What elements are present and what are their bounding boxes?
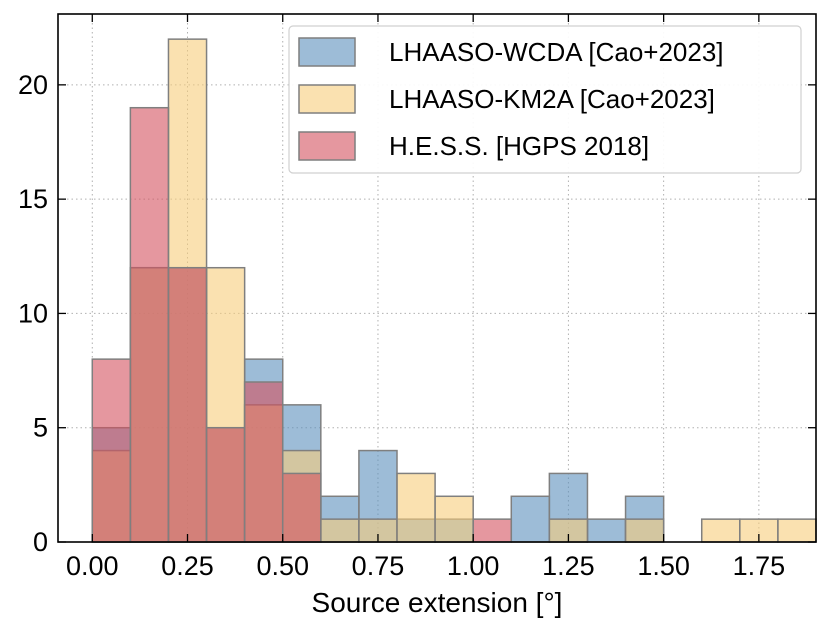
plot-frame <box>57 13 817 543</box>
y-tick-label: 5 <box>33 413 48 443</box>
bar-series-2-bin-8 <box>396 472 436 543</box>
bar-series-2-bin-14 <box>624 518 665 543</box>
bar-series-3-bin-10 <box>472 518 513 543</box>
x-tick-label: 0.50 <box>256 551 309 581</box>
legend-box <box>288 25 802 174</box>
bar-series-3-bin-3 <box>205 426 246 543</box>
x-tick-label: 0.75 <box>352 551 405 581</box>
x-tick-label: 0.25 <box>161 551 214 581</box>
x-axis-title: Source extension [°] <box>312 587 563 618</box>
axis-ticks: 0.00 0.25 0.50 0.75 1.00 1.25 1.50 1.75 0 5 10 15 20 <box>18 14 816 581</box>
legend: LHAASO-WCDA [Cao+2023] LHAASO-KM2A [Cao+2… <box>288 25 802 174</box>
bar-series-2-bin-9 <box>434 495 474 543</box>
legend-swatch <box>298 84 356 114</box>
bar-series-3-bin-4 <box>243 381 284 543</box>
legend-label: LHAASO-KM2A [Cao+2023] <box>389 84 715 114</box>
x-tick-label: 0.00 <box>66 551 119 581</box>
bar-series-2-bin-18 <box>777 518 817 543</box>
legend-label: LHAASO-WCDA [Cao+2023] <box>389 37 724 67</box>
bar-series-3-bin-0 <box>91 358 132 543</box>
bar-series-3-bin-5 <box>281 472 322 543</box>
bar-series-1-bin-11 <box>510 495 551 543</box>
x-tick-label: 1.25 <box>542 551 595 581</box>
x-tick-label: 1.75 <box>733 551 786 581</box>
y-tick-label: 10 <box>18 298 48 328</box>
bar-series-2-bin-16 <box>700 518 741 543</box>
x-tick-label: 1.50 <box>637 551 690 581</box>
y-tick-label: 0 <box>33 527 48 557</box>
y-tick-label: 20 <box>18 70 48 100</box>
histogram-bars <box>91 38 817 543</box>
bar-series-3-bin-2 <box>167 266 208 543</box>
legend-swatch <box>298 37 356 67</box>
bar-series-2-bin-6 <box>320 518 360 543</box>
x-tick-label: 1.00 <box>447 551 500 581</box>
y-tick-label: 15 <box>18 184 48 214</box>
bar-series-3-bin-1 <box>129 106 170 543</box>
legend-swatch <box>298 131 356 161</box>
legend-label: H.E.S.S. [HGPS 2018] <box>389 131 649 161</box>
bar-series-1-bin-13 <box>586 518 627 543</box>
